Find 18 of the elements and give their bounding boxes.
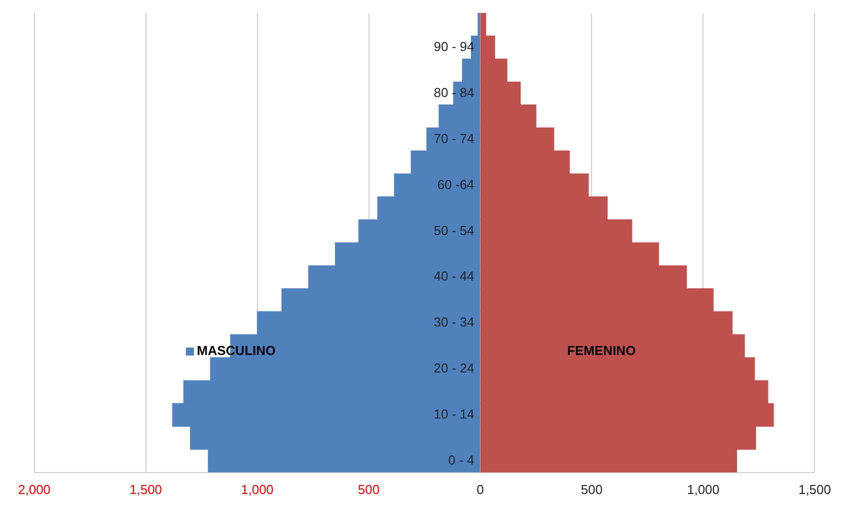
y-tick-label: 10 - 14 xyxy=(434,406,474,422)
y-tick-label: 70 - 74 xyxy=(434,130,474,146)
series-label: FEMENINO xyxy=(567,343,636,358)
x-tick-label: 0 xyxy=(476,482,484,497)
x-tick-label: 1,000 xyxy=(240,482,274,497)
y-tick-label: 20 - 24 xyxy=(434,360,474,376)
y-tick-label: 40 - 44 xyxy=(434,268,474,284)
x-tick-label: 500 xyxy=(358,482,380,497)
x-tick-label: 2,000 xyxy=(18,482,51,497)
y-tick-label: 0 - 4 xyxy=(448,452,474,468)
y-tick-label: 60 -64 xyxy=(437,176,474,192)
x-tick-label: 1,500 xyxy=(798,482,832,497)
x-tick-label: 500 xyxy=(580,482,603,497)
x-tick-label: 1,500 xyxy=(129,482,162,497)
x-tick-label: 1,000 xyxy=(686,482,720,497)
y-tick-label: 30 - 34 xyxy=(434,314,474,330)
y-tick-label: 50 - 54 xyxy=(434,222,474,238)
y-tick-label: 80 - 84 xyxy=(434,84,474,100)
